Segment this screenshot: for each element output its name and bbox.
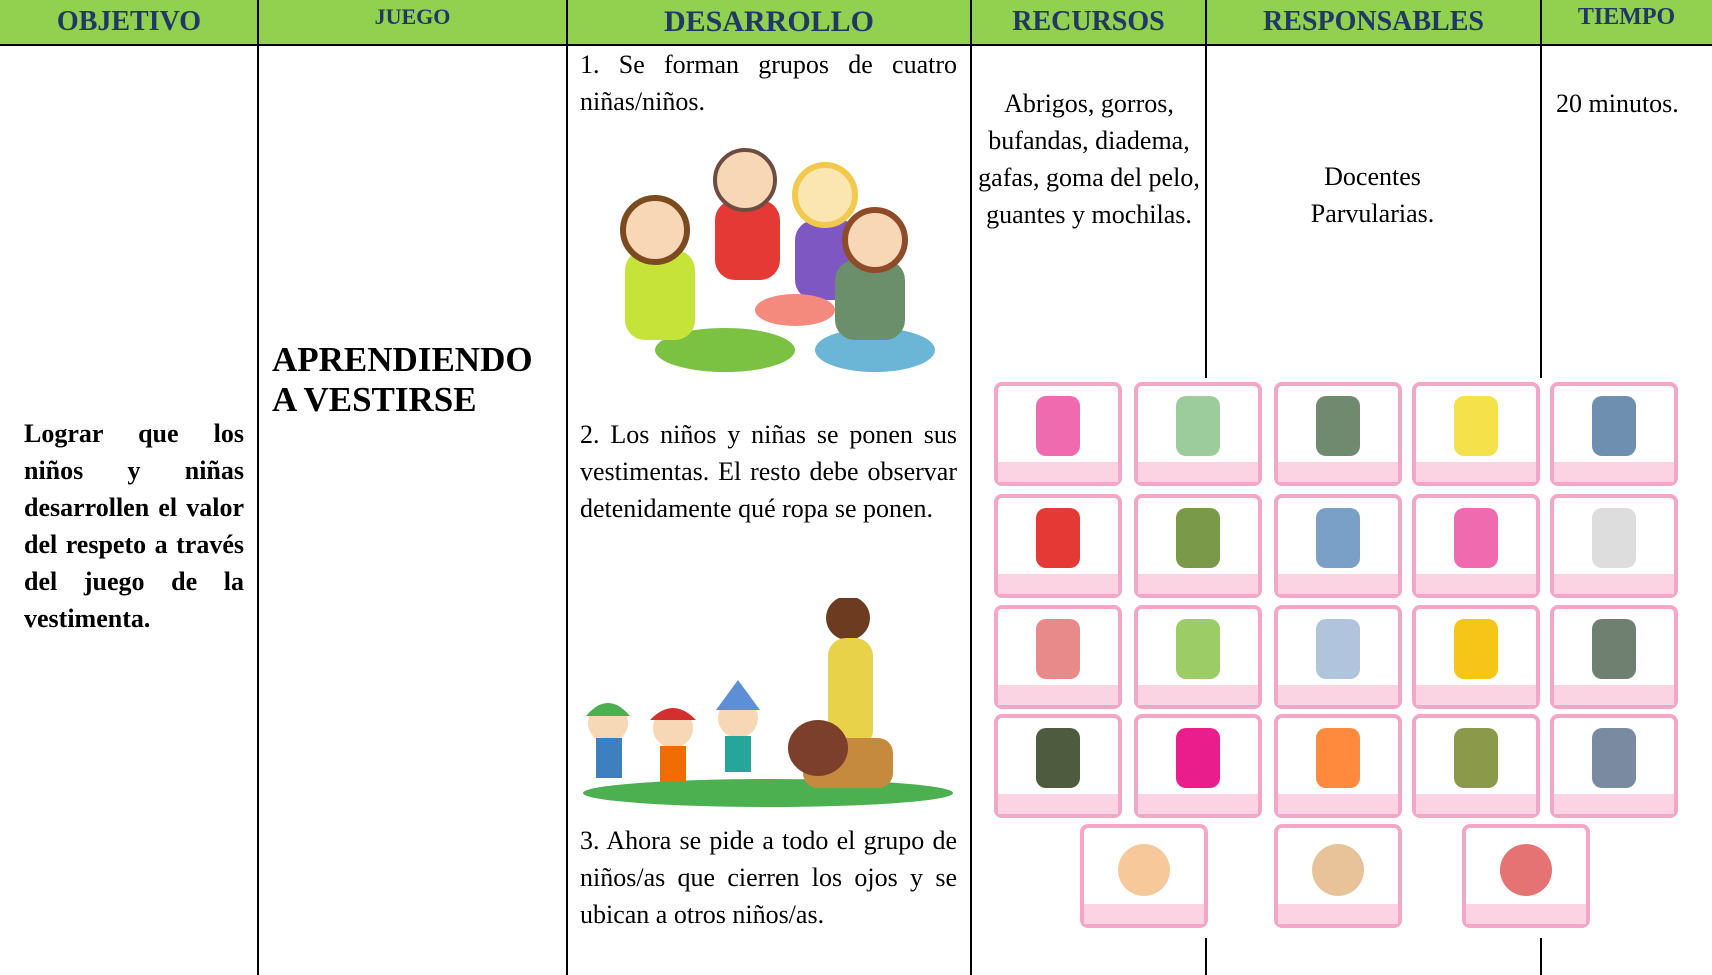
- garment: [1592, 396, 1636, 456]
- header-cell: DESARROLLO: [567, 0, 971, 46]
- column-border: [566, 0, 568, 975]
- header-cell: TIEMPO: [1541, 0, 1712, 46]
- garment: [1592, 508, 1636, 568]
- card-footer: [1278, 685, 1398, 705]
- garment: [1176, 396, 1220, 456]
- card-footer: [1278, 904, 1398, 924]
- card-footer: [998, 462, 1118, 482]
- garment: [1316, 508, 1360, 568]
- face: [1500, 844, 1552, 896]
- card-footer: [1554, 794, 1674, 814]
- card-footer: [1416, 685, 1536, 705]
- garment: [1036, 396, 1080, 456]
- step-text: 1. Se forman grupos de cuatro niñas/niño…: [580, 50, 957, 116]
- card-footer: [1416, 462, 1536, 482]
- garment: [1176, 508, 1220, 568]
- garment: [1592, 728, 1636, 788]
- garment: [1316, 728, 1360, 788]
- header-cell: JUEGO: [258, 0, 567, 46]
- card-footer: [1278, 574, 1398, 594]
- card-footer: [1466, 904, 1586, 924]
- time-text: 20 minutos.: [1556, 89, 1679, 118]
- teacher-illustration: [583, 598, 953, 807]
- garment: [1454, 508, 1498, 568]
- garment: [1454, 728, 1498, 788]
- header-cell: RECURSOS: [971, 0, 1206, 46]
- garment: [1176, 619, 1220, 679]
- step-text: 3. Ahora se pide a todo el grupo de niño…: [580, 826, 957, 929]
- header-cell: RESPONSABLES: [1206, 0, 1541, 46]
- card-footer: [1138, 462, 1258, 482]
- garment: [1592, 619, 1636, 679]
- garment: [1454, 396, 1498, 456]
- garment: [1176, 728, 1220, 788]
- game-title: APRENDIENDO A VESTIRSE: [272, 340, 533, 419]
- column-border: [970, 0, 972, 975]
- resources-text: Abrigos, gorros, bufandas, diadema, gafa…: [978, 89, 1200, 229]
- card-footer: [998, 574, 1118, 594]
- garment: [1036, 728, 1080, 788]
- card-footer: [998, 794, 1118, 814]
- card-footer: [1416, 794, 1536, 814]
- card-footer: [1138, 794, 1258, 814]
- garment: [1316, 619, 1360, 679]
- header-cell: OBJETIVO: [0, 0, 258, 46]
- card-footer: [1554, 462, 1674, 482]
- garment: [1316, 396, 1360, 456]
- garment: [1454, 619, 1498, 679]
- card-footer: [1554, 685, 1674, 705]
- card-footer: [1278, 462, 1398, 482]
- card-footer: [1278, 794, 1398, 814]
- card-footer: [998, 685, 1118, 705]
- responsible-text: Docentes Parvularias.: [1310, 162, 1435, 228]
- objective-text: Lograr que los niños y niñas desarrollen…: [24, 419, 244, 633]
- column-border: [257, 0, 259, 975]
- step-text: 2. Los niños y niñas se ponen sus vestim…: [580, 420, 957, 523]
- card-footer: [1084, 904, 1204, 924]
- card-footer: [1138, 685, 1258, 705]
- card-footer: [1554, 574, 1674, 594]
- card-footer: [1138, 574, 1258, 594]
- garment: [1036, 508, 1080, 568]
- garment: [1036, 619, 1080, 679]
- clothing-cards: [990, 378, 1682, 938]
- face: [1118, 844, 1170, 896]
- card-footer: [1416, 574, 1536, 594]
- kids-illustration: [620, 148, 935, 372]
- face: [1312, 844, 1364, 896]
